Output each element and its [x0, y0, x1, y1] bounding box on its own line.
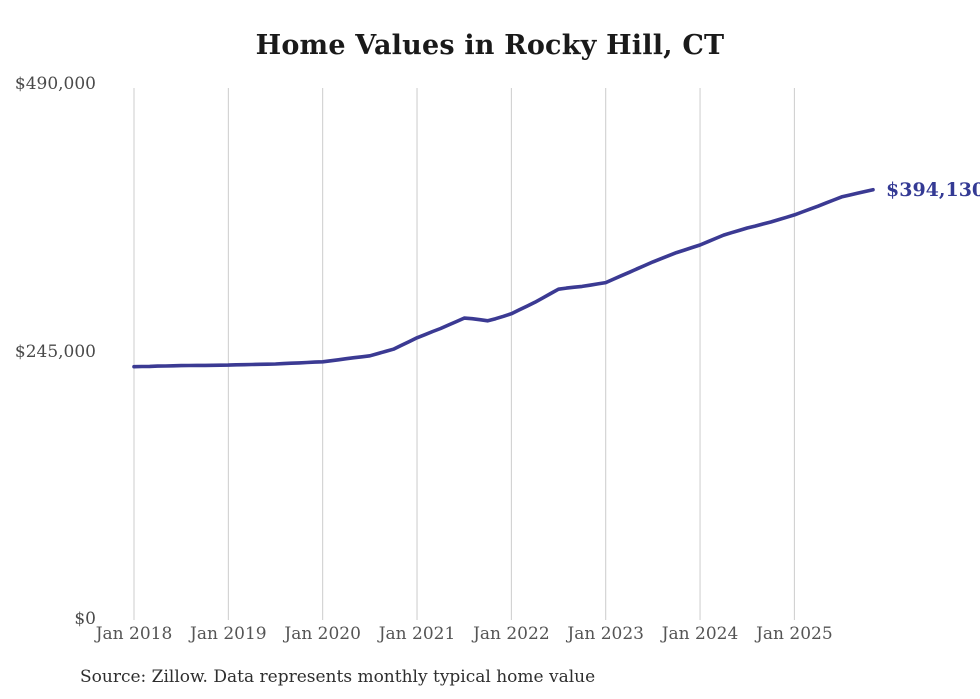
y-axis-tick-label: $490,000 — [14, 74, 96, 94]
y-axis-tick-label: $245,000 — [14, 341, 96, 362]
x-axis-tick-label: Jan 2021 — [378, 624, 456, 644]
x-axis-tick-label: Jan 2025 — [756, 624, 833, 644]
chart-title: Home Values in Rocky Hill, CT — [255, 30, 725, 61]
x-axis-tick-label: Jan 2018 — [95, 624, 173, 644]
y-axis-tick-label: $0 — [74, 609, 96, 629]
x-axis-tick-label: Jan 2022 — [473, 624, 550, 644]
x-axis-tick-label: Jan 2024 — [661, 624, 739, 644]
end-value-label: $394,130 — [886, 178, 980, 201]
x-axis-tick-label: Jan 2020 — [284, 624, 361, 644]
x-axis-tick-label: Jan 2023 — [567, 624, 644, 644]
home-value-line — [132, 187, 875, 369]
x-axis-tick-label: Jan 2019 — [190, 624, 267, 644]
source-note: Source: Zillow. Data represents monthly … — [80, 667, 596, 687]
